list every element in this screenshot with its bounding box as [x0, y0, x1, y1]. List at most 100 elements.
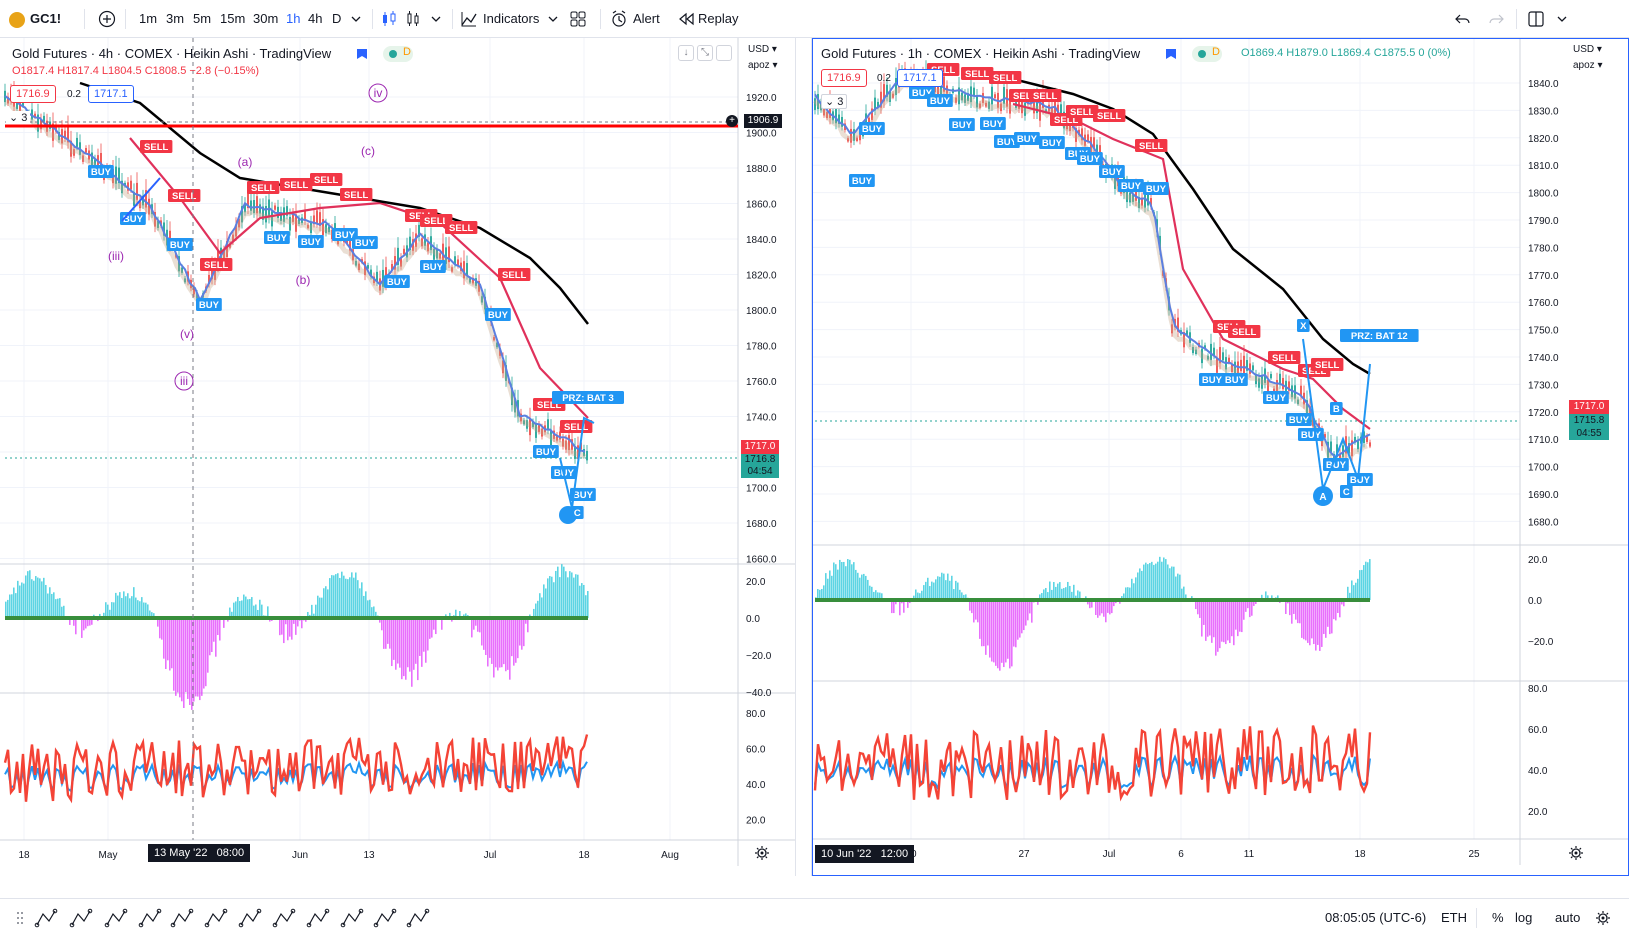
line-tool-icon[interactable] [273, 909, 295, 927]
symbol-search-button[interactable]: GC1! [30, 0, 61, 38]
scale-selector[interactable]: apoz ▾ [748, 60, 778, 71]
buy-signal-label: BUY [423, 262, 444, 273]
alert-clock-icon[interactable] [610, 10, 628, 28]
replay-button[interactable]: Replay [698, 0, 738, 38]
short-position-icon[interactable] [407, 909, 429, 927]
currency-selector[interactable]: USD ▾ [1573, 44, 1602, 55]
price-tick-label: 1710.0 [1528, 435, 1559, 446]
xabcd-pattern-icon[interactable] [105, 909, 127, 927]
interval-1h[interactable]: 1h [286, 0, 300, 38]
settings-gear-icon[interactable] [755, 846, 769, 860]
vertical-lines-icon[interactable] [239, 909, 261, 927]
price-tick-label: 1920.0 [746, 93, 777, 104]
osc-histogram-bar [405, 618, 407, 680]
interval-5m[interactable]: 5m [193, 0, 211, 38]
sell-price-box[interactable]: 1716.9 [10, 85, 56, 103]
alert-button[interactable]: Alert [633, 0, 660, 38]
osc-histogram-bar [1237, 600, 1239, 636]
sell-signal-label: SELL [1097, 111, 1121, 122]
osc-histogram-bar [1177, 574, 1179, 600]
layers-toggle[interactable]: ⌄ 3 [6, 111, 30, 124]
settings-gear-icon[interactable] [1569, 846, 1583, 860]
elliott-wave-label: (iii) [108, 249, 124, 263]
osc-histogram-bar [1227, 600, 1229, 640]
candle-body [130, 181, 132, 190]
indicators-button[interactable]: Indicators [483, 0, 539, 38]
split-layout-icon[interactable] [1527, 10, 1545, 28]
osc-histogram-bar [407, 618, 409, 667]
network-icon[interactable] [307, 909, 329, 927]
interval-30m[interactable]: 30m [253, 0, 278, 38]
bars-chart-type-icon[interactable] [404, 10, 422, 28]
long-position-icon[interactable] [374, 909, 396, 927]
interval-15m[interactable]: 15m [220, 0, 245, 38]
sell-price-box[interactable]: 1716.9 [821, 69, 867, 87]
percent-scale-toggle[interactable]: % [1492, 899, 1504, 937]
osc-histogram-bar [1013, 600, 1015, 647]
maximize-icon[interactable] [716, 45, 732, 61]
osc-histogram-bar [1029, 600, 1031, 613]
elliott-wave-label: iv [374, 86, 383, 100]
candles-chart-type-icon[interactable] [380, 10, 398, 28]
buy-price-box[interactable]: 1717.1 [897, 69, 943, 87]
chevron-down-icon[interactable] [347, 10, 365, 28]
spiral-icon[interactable] [341, 909, 363, 927]
session-toggle[interactable]: ETH [1441, 899, 1467, 937]
interval-3m[interactable]: 3m [166, 0, 184, 38]
drag-handle-icon[interactable] [17, 912, 23, 924]
scroll-down-icon[interactable]: ↓ [678, 45, 694, 61]
crosshair-time-label: 10 Jun '22 12:00 [815, 845, 914, 863]
osc-histogram-bar [121, 598, 123, 618]
fib-retracement-icon[interactable] [35, 909, 57, 927]
clock-timezone[interactable]: 08:05:05 (UTC-6) [1325, 899, 1426, 937]
undo-icon[interactable] [1454, 10, 1472, 28]
chevron-down-icon[interactable] [544, 10, 562, 28]
osc-histogram-bar [135, 598, 137, 618]
pitchfork-icon[interactable] [171, 909, 193, 927]
last-price-label: 1717.0 [741, 440, 779, 454]
scale-selector[interactable]: apoz ▾ [1573, 60, 1603, 71]
abc-pattern-icon[interactable] [70, 909, 92, 927]
auto-scale-toggle[interactable]: auto [1555, 899, 1580, 937]
chevron-down-icon[interactable] [427, 10, 445, 28]
trend-angle-icon[interactable] [139, 909, 161, 927]
add-symbol-icon[interactable] [98, 10, 116, 28]
osc-histogram-bar [419, 618, 421, 656]
interval-D[interactable]: D [332, 0, 341, 38]
replay-rewind-icon[interactable] [677, 10, 695, 28]
elliott-wave-label: (v) [180, 327, 194, 341]
osc-histogram-bar [1243, 600, 1245, 620]
flag-icon[interactable] [356, 48, 368, 60]
flag-icon[interactable] [1165, 48, 1177, 60]
osc-histogram-bar [323, 588, 325, 618]
osc-histogram-bar [899, 600, 901, 615]
currency-selector[interactable]: USD ▾ [748, 44, 777, 55]
layout-grid-icon[interactable] [569, 10, 587, 28]
price-tick-label: 1700.0 [746, 484, 777, 495]
chevron-down-icon[interactable] [1553, 10, 1571, 28]
osc-histogram-bar [261, 605, 263, 618]
left-chart-canvas[interactable]: 1920.01900.01880.01860.01840.01820.01800… [0, 38, 795, 876]
log-scale-toggle[interactable]: log [1515, 899, 1532, 937]
settings-gear-icon[interactable] [1596, 911, 1610, 925]
buy-price-box[interactable]: 1717.1 [88, 85, 134, 103]
osc-histogram-bar [1139, 568, 1141, 600]
interval-4h[interactable]: 4h [308, 0, 322, 38]
interval-1m[interactable]: 1m [139, 0, 157, 38]
horizontal-ray-icon[interactable] [205, 909, 227, 927]
osc-histogram-bar [869, 586, 871, 600]
right-chart-canvas[interactable]: 1840.01830.01820.01810.01800.01790.01780… [813, 39, 1628, 875]
osc-histogram-bar [1249, 600, 1251, 617]
osc-histogram-bar [181, 618, 183, 701]
bottom-toolbar: 08:05:05 (UTC-6) ETH % log auto [0, 898, 1629, 936]
osc-histogram-bar [21, 582, 23, 618]
layers-toggle[interactable]: ⌄ 3 [821, 94, 847, 109]
indicators-icon[interactable] [460, 10, 478, 28]
redo-icon[interactable] [1487, 10, 1505, 28]
pane-divider[interactable] [795, 38, 812, 876]
osc-histogram-bar [1299, 600, 1301, 623]
collapse-icon[interactable]: ⤡ [697, 45, 713, 61]
plus-icon[interactable]: + [726, 115, 738, 127]
